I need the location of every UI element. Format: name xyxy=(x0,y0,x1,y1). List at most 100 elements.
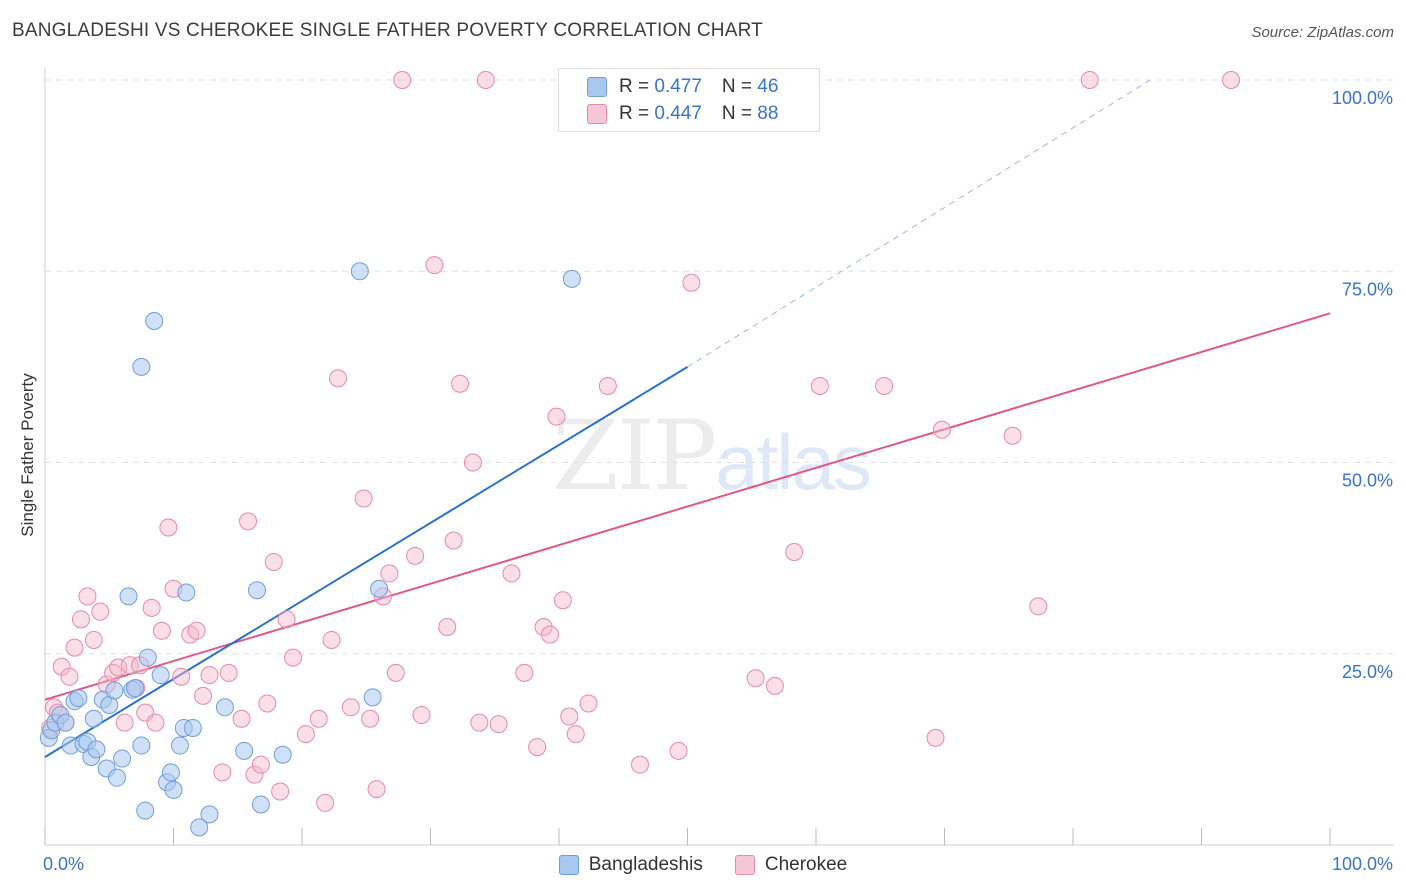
data-point-cherokee xyxy=(425,256,444,275)
data-point-bangladeshis xyxy=(151,666,170,685)
legend-n-value: 46 xyxy=(757,76,779,97)
data-point-cherokee xyxy=(444,531,463,550)
data-point-cherokee xyxy=(60,667,79,686)
data-point-cherokee xyxy=(239,512,258,531)
data-point-cherokee xyxy=(528,738,547,757)
data-point-cherokee xyxy=(296,725,315,744)
data-point-bangladeshis xyxy=(136,801,155,820)
data-point-bangladeshis xyxy=(235,741,254,760)
data-point-cherokee xyxy=(309,709,328,728)
data-point-cherokee xyxy=(669,741,688,760)
data-point-cherokee xyxy=(219,663,238,682)
data-point-cherokee xyxy=(271,782,290,801)
data-point-cherokee xyxy=(104,663,123,682)
x-tick-label: 0.0% xyxy=(43,854,84,874)
data-point-cherokee xyxy=(393,71,412,89)
data-point-bangladeshis xyxy=(215,698,234,717)
data-point-bangladeshis xyxy=(105,681,124,700)
data-point-bangladeshis xyxy=(145,311,164,330)
data-point-cherokee xyxy=(200,666,219,685)
legend-r-value: 0.477 xyxy=(654,76,702,97)
data-point-cherokee xyxy=(438,617,457,636)
data-point-cherokee xyxy=(412,705,431,724)
data-point-cherokee xyxy=(251,755,270,774)
chart-title: BANGLADESHI VS CHEROKEE SINGLE FATHER PO… xyxy=(12,20,763,41)
trend-lines xyxy=(44,79,1331,758)
series-legend: Bangladeshis Cherokee xyxy=(0,852,1406,878)
x-tick-label: 100.0% xyxy=(1332,854,1393,874)
data-point-cherokee xyxy=(1029,597,1048,616)
data-point-bangladeshis xyxy=(170,736,189,755)
watermark-zip: ZIP xyxy=(552,400,717,512)
data-point-cherokee xyxy=(258,694,277,713)
data-point-cherokee xyxy=(534,617,553,636)
data-point-cherokee xyxy=(470,713,489,732)
data-point-cherokee xyxy=(115,713,134,732)
data-point-cherokee xyxy=(579,694,598,713)
data-point-cherokee xyxy=(152,621,171,640)
correlation-legend: R = 0.477 N = 46 R = 0.447 N = 88 xyxy=(558,68,820,132)
data-point-cherokee xyxy=(120,656,139,675)
y-tick-label: 75.0% xyxy=(1342,279,1393,299)
data-point-bangladeshis xyxy=(164,780,183,799)
data-point-bangladeshis xyxy=(125,679,144,698)
data-point-bangladeshis xyxy=(113,749,132,768)
data-point-bangladeshis xyxy=(87,740,106,759)
data-point-cherokee xyxy=(109,658,128,677)
watermark: ZIPatlas xyxy=(552,400,872,512)
data-point-bangladeshis xyxy=(138,648,157,667)
data-point-cherokee xyxy=(785,543,804,562)
trend-line-cherokee xyxy=(44,312,1331,701)
data-point-bangladeshis xyxy=(190,818,209,837)
data-point-cherokee xyxy=(541,625,560,644)
data-point-cherokee xyxy=(380,564,399,583)
data-point-cherokee xyxy=(91,602,110,621)
data-point-cherokee xyxy=(194,686,213,705)
data-point-bangladeshis xyxy=(251,795,270,814)
data-point-cherokee xyxy=(367,780,386,799)
legend-label-bangladeshis: Bangladeshis xyxy=(588,854,703,875)
legend-n-label: N = xyxy=(721,103,758,124)
data-point-cherokee xyxy=(515,663,534,682)
legend-label-cherokee: Cherokee xyxy=(764,854,848,875)
data-point-cherokee xyxy=(284,648,303,667)
data-point-cherokee xyxy=(277,610,296,629)
data-point-cherokee xyxy=(341,698,360,717)
data-point-cherokee xyxy=(386,663,405,682)
data-point-cherokee xyxy=(1003,426,1022,445)
legend-item-cherokee[interactable]: Cherokee xyxy=(734,854,848,876)
data-point-bangladeshis xyxy=(107,768,126,787)
data-point-cherokee xyxy=(598,377,617,395)
data-point-cherokee xyxy=(146,713,165,732)
data-point-cherokee xyxy=(746,669,765,688)
data-point-bangladeshis xyxy=(84,709,103,728)
series-bangladeshis xyxy=(39,262,581,837)
legend-item-bangladeshis[interactable]: Bangladeshis xyxy=(558,854,703,876)
data-point-cherokee xyxy=(159,518,178,537)
gridlines xyxy=(45,79,1394,655)
data-point-cherokee xyxy=(354,489,373,508)
data-point-cherokee xyxy=(547,407,566,426)
legend-swatch-blue xyxy=(558,855,579,875)
data-point-cherokee xyxy=(316,793,335,812)
data-point-bangladeshis xyxy=(200,805,219,824)
legend-r-value: 0.447 xyxy=(654,103,702,124)
trend-line-extension xyxy=(687,79,1151,368)
data-point-bangladeshis xyxy=(132,736,151,755)
data-point-bangladeshis xyxy=(132,357,151,376)
data-point-cherokee xyxy=(1080,71,1099,89)
data-point-bangladeshis xyxy=(177,583,196,602)
data-point-cherokee xyxy=(213,763,232,782)
data-point-cherokee xyxy=(406,546,425,565)
data-point-cherokee xyxy=(463,453,482,472)
data-point-cherokee xyxy=(78,587,97,606)
data-point-bangladeshis xyxy=(248,581,267,600)
y-tick-label: 25.0% xyxy=(1342,662,1393,682)
data-point-bangladeshis xyxy=(562,269,581,288)
legend-r-label: R = xyxy=(619,103,655,124)
tick-labels: 25.0% 50.0% 75.0% 100.0% 0.0% 100.0% xyxy=(43,88,1393,874)
y-tick-label: 50.0% xyxy=(1342,471,1393,491)
data-point-cherokee xyxy=(765,676,784,695)
data-point-cherokee xyxy=(926,728,945,747)
